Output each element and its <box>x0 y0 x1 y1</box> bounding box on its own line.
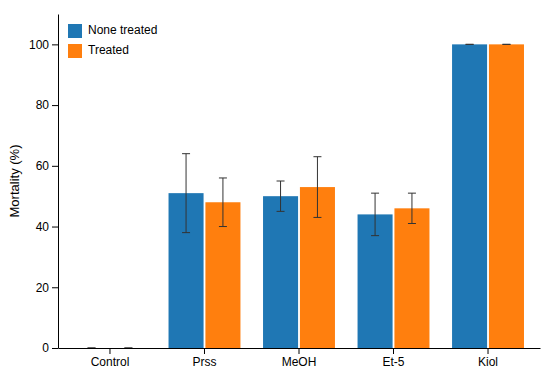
tick-mark <box>204 348 205 354</box>
tick-label: Control <box>91 355 130 369</box>
bar <box>74 348 109 349</box>
bar <box>394 208 429 348</box>
error-bar-line <box>182 154 190 233</box>
tick-label: Kiol <box>478 355 498 369</box>
error-bar <box>466 44 474 45</box>
y-tick: 40 <box>36 220 58 234</box>
legend-swatch <box>68 44 82 58</box>
error-bar <box>371 193 379 236</box>
legend: None treated Treated <box>68 23 157 58</box>
series <box>88 44 488 348</box>
error-bar-line <box>277 181 285 211</box>
legend-item: None treated <box>68 23 157 38</box>
error-bar-line <box>466 44 474 45</box>
y-tick: 20 <box>36 281 58 295</box>
error-bar <box>88 348 96 349</box>
bar <box>263 196 298 348</box>
x-tick: MeOH <box>282 348 317 369</box>
tick-mark <box>299 348 300 354</box>
tick-label: Et-5 <box>383 355 405 369</box>
y-tick: 60 <box>36 159 58 173</box>
error-bar <box>182 154 190 233</box>
bar <box>489 44 524 348</box>
error-bar-line <box>219 178 227 227</box>
y-tick: 100 <box>29 38 58 52</box>
error-bar <box>277 181 285 211</box>
tick-label: 0 <box>42 341 49 355</box>
tick-mark <box>52 105 58 106</box>
legend-swatch <box>68 24 82 38</box>
x-tick: Et-5 <box>383 348 405 369</box>
tick-mark <box>488 348 489 354</box>
tick-label: 60 <box>36 159 50 173</box>
tick-mark <box>52 166 58 167</box>
axis-line <box>58 15 59 349</box>
tick-mark <box>52 227 58 228</box>
tick-label: Prss <box>192 355 216 369</box>
error-bar <box>502 44 510 45</box>
error-bar <box>219 178 227 227</box>
tick-mark <box>52 287 58 288</box>
tick-mark <box>52 348 58 349</box>
legend-label: None treated <box>88 23 157 37</box>
tick-mark <box>109 348 110 354</box>
error-bar-line <box>371 193 379 236</box>
error-bar-line <box>313 157 321 218</box>
tick-label: 100 <box>29 38 49 52</box>
legend-item: Treated <box>68 43 129 58</box>
legend-label: Treated <box>88 43 129 57</box>
tick-mark <box>52 44 58 45</box>
y-tick: 0 <box>42 341 58 355</box>
error-bar <box>313 157 321 218</box>
tick-mark <box>393 348 394 354</box>
x-tick: Kiol <box>478 348 498 369</box>
x-tick: Prss <box>192 348 216 369</box>
marks <box>88 44 524 348</box>
error-bar <box>408 193 416 223</box>
series <box>124 44 524 348</box>
y-tick: 80 <box>36 98 58 112</box>
bar <box>111 348 146 349</box>
chart: Control Prss MeOH Et-5 Kiol 0 20 40 60 80 100 None … <box>0 0 554 382</box>
error-bar-line <box>502 44 510 45</box>
x-axis: Control Prss MeOH Et-5 Kiol <box>59 348 541 369</box>
error-bar-line <box>408 193 416 223</box>
tick-label: MeOH <box>282 355 317 369</box>
x-tick: Control <box>91 348 130 369</box>
error-bar-line <box>88 348 96 349</box>
plot: Control Prss MeOH Et-5 Kiol 0 20 40 60 80 100 None … <box>29 15 541 369</box>
error-bar <box>124 348 132 349</box>
y-axis: 0 20 40 60 80 100 <box>29 15 59 356</box>
bar <box>452 44 487 348</box>
tick-label: 20 <box>36 281 50 295</box>
y-axis-title: Mortality (%) <box>7 145 22 218</box>
tick-label: 80 <box>36 98 50 112</box>
tick-label: 40 <box>36 220 50 234</box>
error-bar-line <box>124 348 132 349</box>
